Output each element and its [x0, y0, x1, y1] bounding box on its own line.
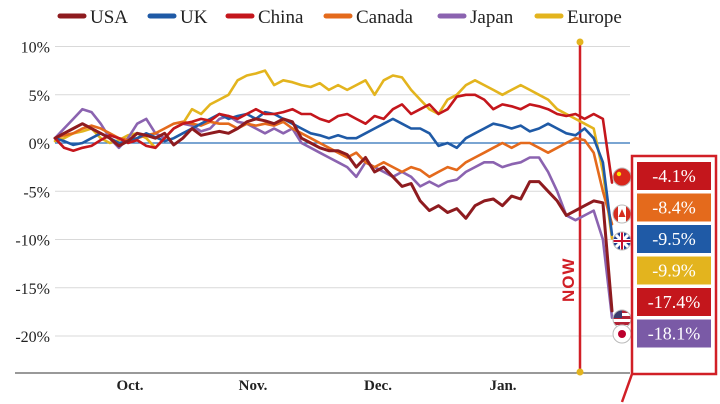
- final-label-usa: -17.4%: [648, 292, 701, 312]
- legend-label-japan: Japan: [470, 7, 514, 28]
- final-label-bg-europe: [637, 256, 711, 285]
- legend: USA UK China Canada Japan Europe: [57, 7, 622, 28]
- final-label-europe: -9.9%: [652, 261, 696, 281]
- x-tick-jan-: Jan.: [489, 378, 516, 394]
- final-label-canada: -8.4%: [652, 198, 696, 218]
- final-label-bg-china: [637, 162, 711, 190]
- flag-canada-icon: [612, 204, 632, 224]
- now-dot-bottom: [576, 368, 584, 376]
- x-axis: Oct. Nov. Dec. Jan.: [116, 378, 516, 394]
- final-label-china: -4.1%: [652, 166, 696, 186]
- y-tick-0-: 0%: [29, 136, 50, 153]
- now-label: NOW: [559, 257, 578, 302]
- labels-bracket: [630, 154, 718, 376]
- flag-japan-icon: [612, 324, 632, 344]
- final-value-labels: -4.1% -8.4% -9.5% -9.9% -17.4% -18.1%: [620, 154, 718, 403]
- series-line-china: [53, 93, 614, 184]
- series-lines: [53, 69, 614, 320]
- legend-label-uk: UK: [180, 7, 208, 28]
- final-label-uk: -9.5%: [652, 229, 696, 249]
- y-tick-10-: 10%: [21, 40, 50, 57]
- country-flags: [612, 167, 632, 344]
- flag-uk-eu-icon: [612, 231, 632, 251]
- x-tick-oct-: Oct.: [116, 378, 143, 394]
- y-tick--20-: -20%: [15, 329, 50, 346]
- series-line-uk: [53, 110, 614, 236]
- flag-china-icon: [612, 167, 632, 187]
- y-tick-5-: 5%: [29, 88, 50, 105]
- x-tick-nov-: Nov.: [239, 378, 268, 394]
- series-line-europe: [53, 69, 614, 240]
- now-dot-top: [576, 38, 584, 46]
- legend-label-china: China: [258, 7, 304, 28]
- series-line-usa: [53, 117, 614, 313]
- final-label-japan: -18.1%: [648, 324, 701, 344]
- y-tick--15-: -15%: [15, 281, 50, 298]
- y-tick--10-: -10%: [15, 233, 50, 250]
- final-label-bg-uk: [637, 225, 711, 253]
- labels-bracket-tail: [620, 373, 634, 403]
- y-tick--5-: -5%: [23, 184, 50, 201]
- final-label-bg-japan: [637, 319, 711, 348]
- legend-label-usa: USA: [90, 7, 128, 28]
- series-line-japan: [53, 107, 614, 320]
- x-tick-dec-: Dec.: [364, 378, 392, 394]
- gridlines: [15, 46, 630, 374]
- y-axis: 10% 5% 0% -5% -10% -15% -20%: [15, 40, 50, 347]
- final-label-bg-canada: [637, 193, 711, 222]
- legend-label-europe: Europe: [567, 7, 622, 28]
- legend-label-canada: Canada: [356, 7, 414, 28]
- final-label-bg-usa: [637, 288, 711, 316]
